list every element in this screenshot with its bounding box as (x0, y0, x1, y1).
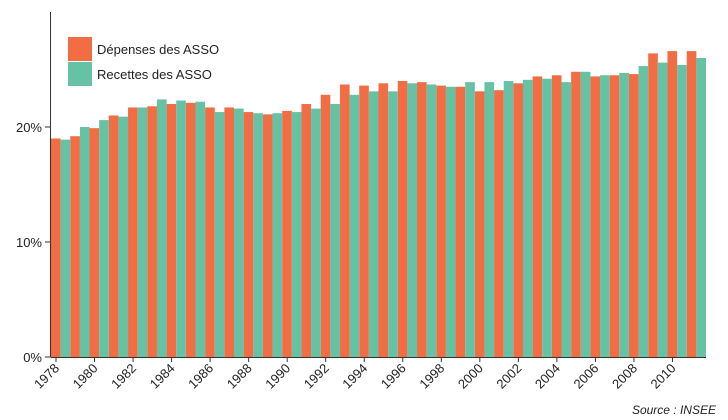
bar (282, 110, 292, 358)
bar (445, 86, 456, 357)
x-tick-label: 2006 (570, 361, 601, 392)
bar (253, 113, 263, 357)
bar (426, 84, 437, 357)
bar (330, 104, 340, 357)
bar (99, 120, 109, 357)
bar (185, 102, 196, 357)
bar (243, 112, 254, 357)
bar (60, 139, 71, 357)
bar (89, 128, 100, 357)
x-tick-label: 1984 (147, 361, 178, 392)
bar (137, 107, 148, 357)
bar (118, 116, 129, 358)
bar (301, 104, 312, 357)
bar (619, 72, 629, 357)
x-tick-label: 1990 (262, 361, 293, 392)
bar (320, 94, 331, 358)
bar (590, 76, 601, 358)
x-tick-label: 1992 (301, 361, 332, 392)
x-tick-label: 1986 (185, 361, 216, 392)
x-tick-label: 2002 (493, 361, 524, 392)
bar (600, 75, 610, 357)
bar (648, 53, 658, 358)
bar (522, 79, 533, 357)
x-tick-label: 2010 (648, 361, 679, 392)
bar (628, 74, 639, 357)
bar (359, 85, 369, 357)
y-tick-label: 20% (16, 120, 42, 135)
bar (176, 100, 186, 358)
bar (234, 108, 244, 357)
bar (224, 107, 235, 357)
bar (349, 94, 360, 358)
x-tick-label: 1994 (339, 361, 370, 392)
bar (551, 75, 562, 357)
bar (609, 75, 620, 357)
bar (339, 84, 350, 357)
bar (686, 51, 697, 357)
bar (696, 58, 706, 357)
bar (311, 108, 321, 357)
bar (561, 82, 572, 358)
bar (638, 66, 649, 358)
x-tick-label: 1978 (31, 361, 62, 392)
bar (291, 112, 302, 357)
bar (474, 91, 485, 357)
bar (503, 81, 514, 357)
bar (128, 107, 138, 357)
bar (205, 107, 215, 357)
legend-label: Dépenses des ASSO (97, 42, 219, 57)
bar (378, 83, 389, 358)
bar (262, 114, 273, 357)
bar (51, 138, 61, 357)
x-tick-label: 1980 (70, 361, 101, 392)
bar (667, 51, 678, 357)
x-tick-label: 2000 (455, 361, 486, 392)
bar (580, 71, 591, 358)
bar (79, 127, 90, 357)
bar (542, 78, 552, 357)
bar (368, 91, 379, 357)
legend-swatch (68, 62, 92, 86)
bar (147, 106, 157, 357)
legend-swatch (68, 37, 92, 61)
bar (436, 85, 446, 357)
x-tick-label: 2004 (532, 361, 563, 392)
bar (513, 83, 523, 358)
source-note: Source : INSEE (632, 403, 717, 417)
bar (465, 82, 475, 358)
bar (417, 82, 427, 358)
bar (407, 83, 418, 358)
bar (166, 104, 177, 357)
bar (70, 136, 80, 357)
bar (388, 91, 398, 357)
bar (532, 76, 543, 358)
bar (195, 101, 206, 357)
bar (657, 62, 668, 357)
bar (455, 86, 466, 357)
bar (484, 82, 495, 358)
legend-label: Recettes des ASSO (97, 67, 212, 82)
y-tick-label: 10% (16, 235, 42, 250)
x-tick-label: 1988 (224, 361, 255, 392)
x-tick-label: 1998 (416, 361, 447, 392)
bar (397, 81, 408, 357)
x-tick-label: 1996 (378, 361, 409, 392)
bar (677, 64, 687, 358)
x-tick-label: 2008 (609, 361, 640, 392)
bar (214, 112, 225, 357)
bar (272, 113, 283, 357)
y-tick-label: 0% (23, 350, 42, 365)
bar (108, 115, 119, 357)
bar (571, 71, 581, 358)
bar (156, 99, 167, 358)
x-tick-label: 1982 (108, 361, 139, 392)
bar (494, 90, 504, 357)
